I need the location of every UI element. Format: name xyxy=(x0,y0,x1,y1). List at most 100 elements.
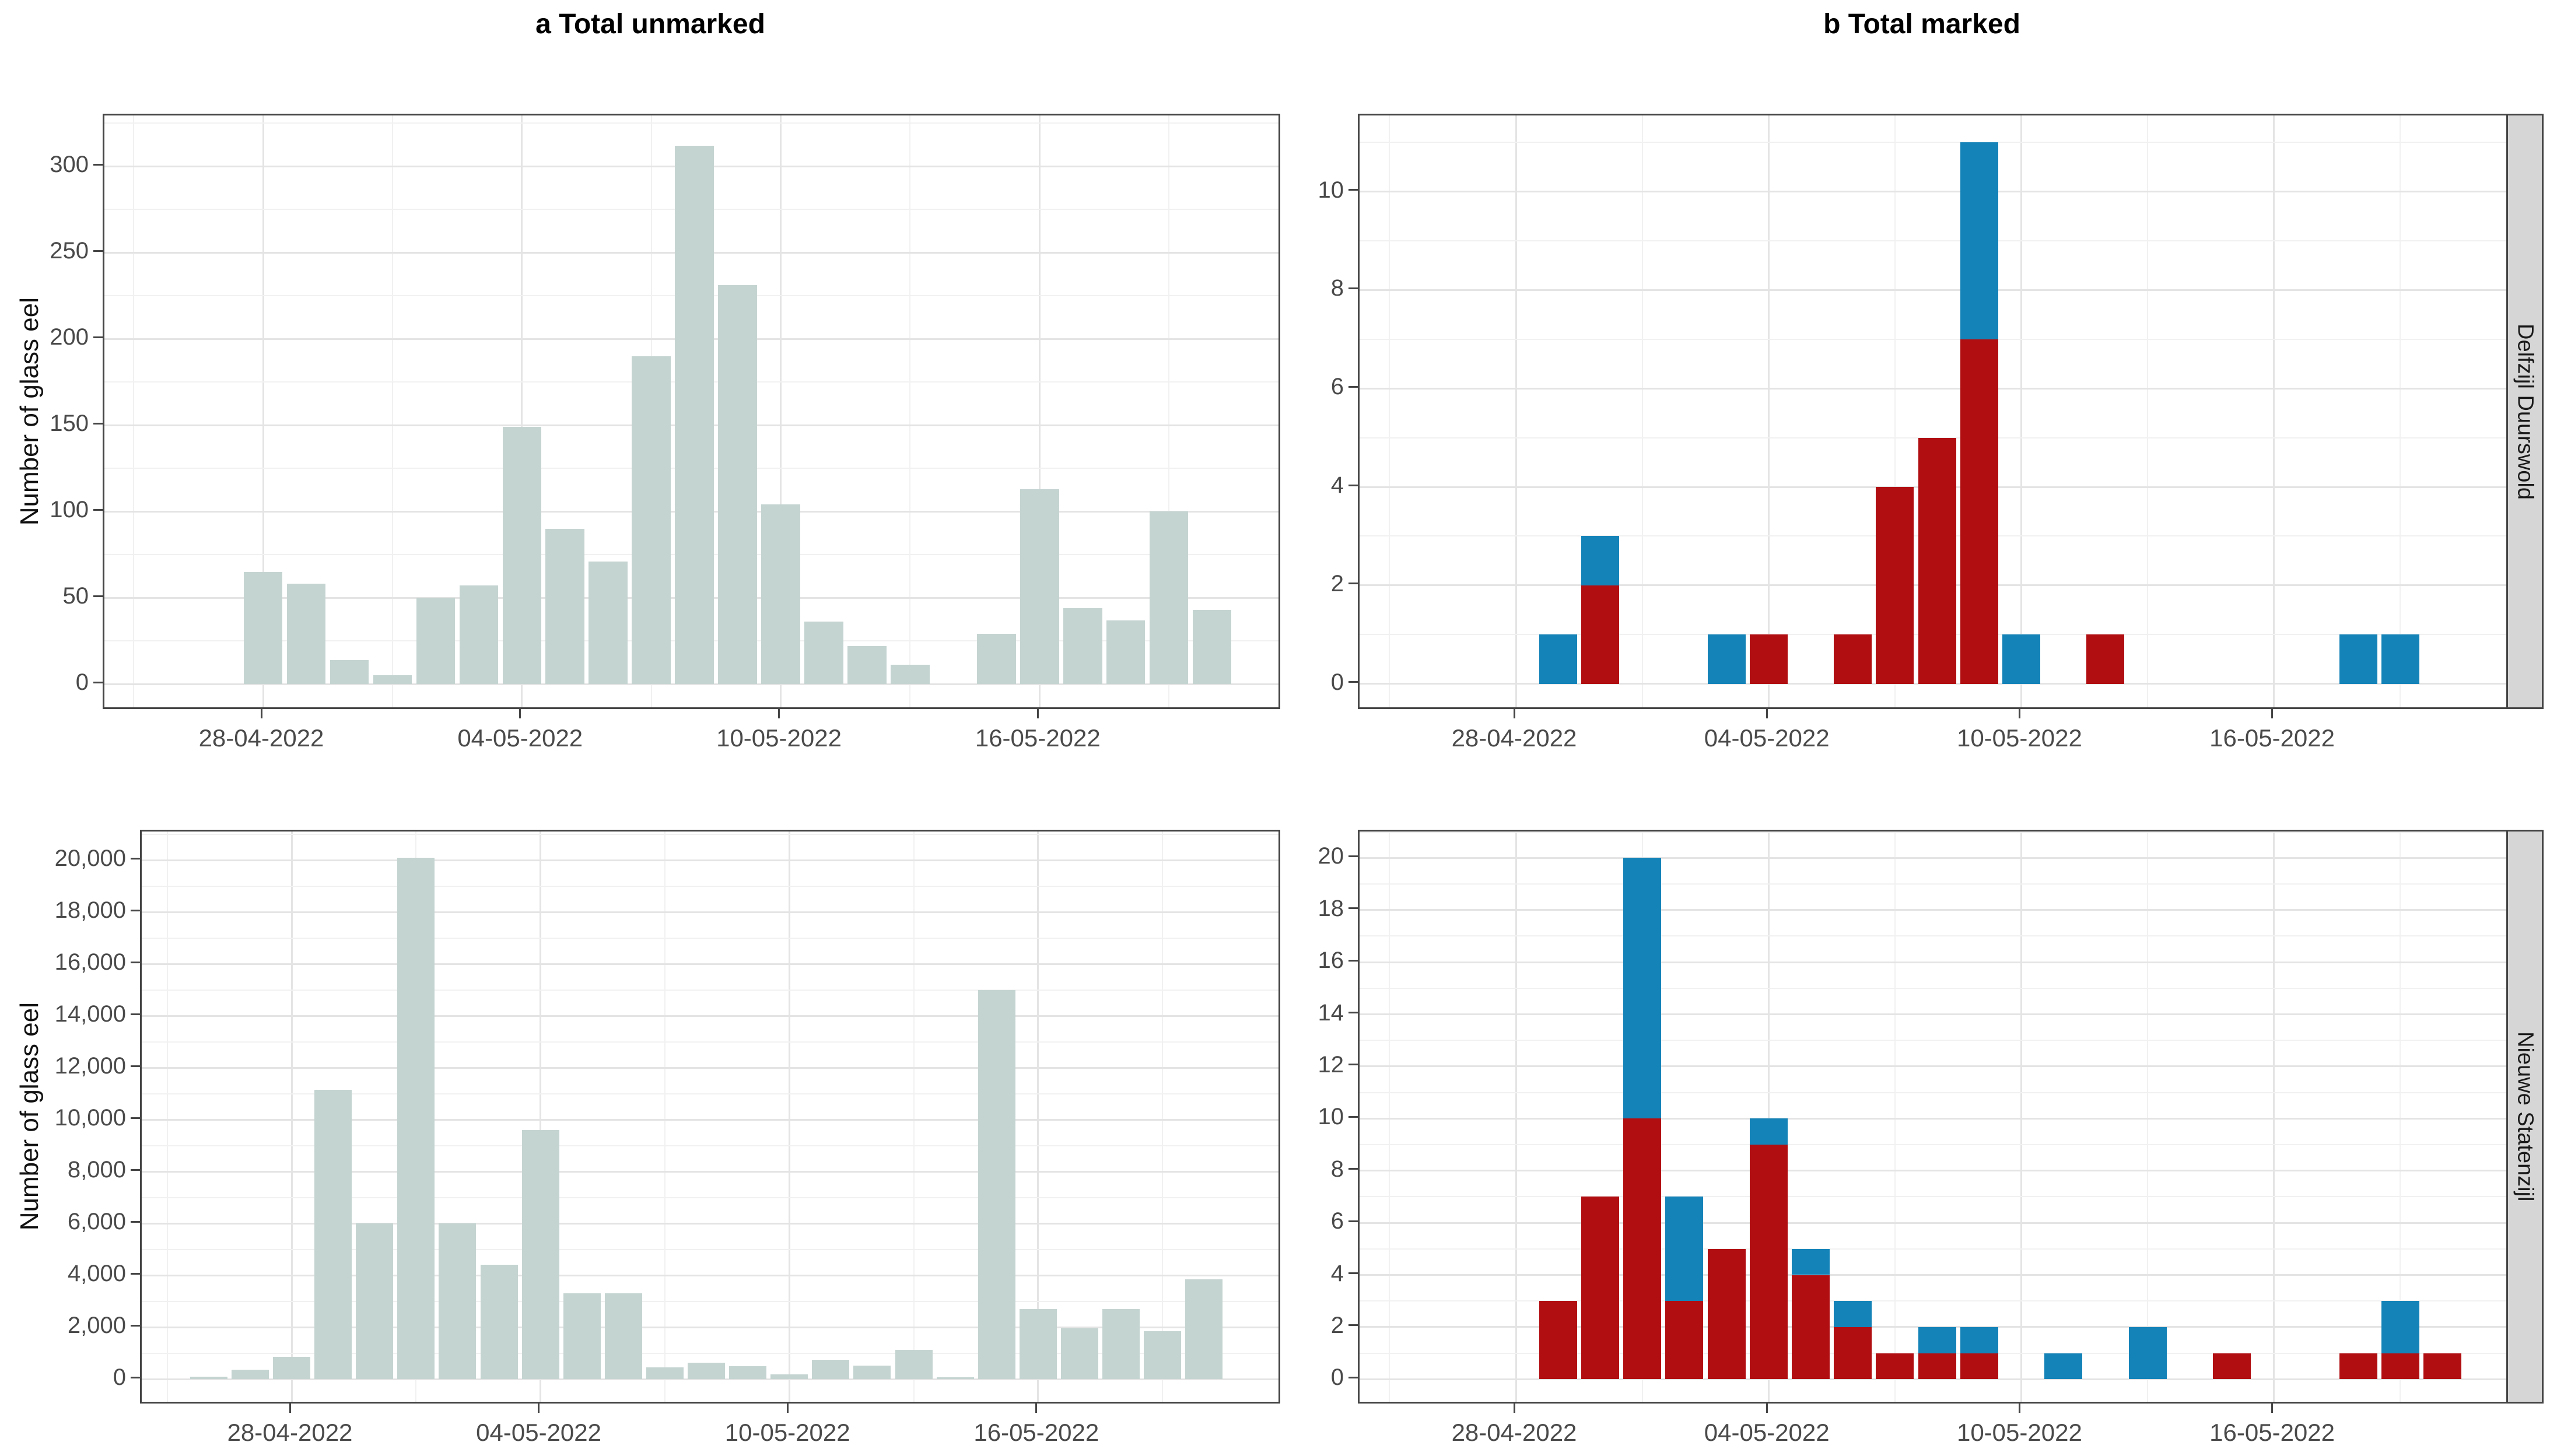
bar-unmarked xyxy=(1185,1279,1223,1379)
bar-segment-blue xyxy=(1960,142,1998,339)
gridline-major-y xyxy=(1360,1013,2506,1015)
x-tick-label: 04-05-2022 xyxy=(1704,1419,1830,1446)
y-tick-label: 2,000 xyxy=(67,1313,126,1338)
gridline-major-y xyxy=(1360,1378,2506,1380)
gridline-minor-x xyxy=(1389,115,1390,707)
bar-unmarked xyxy=(1019,1308,1057,1379)
y-tick-mark xyxy=(1348,287,1358,289)
x-tick-mark xyxy=(260,709,262,718)
bar-unmarked xyxy=(190,1376,227,1379)
bar-segment-blue xyxy=(1707,634,1746,684)
gridline-major-y xyxy=(1360,683,2506,685)
y-tick-label: 10 xyxy=(1318,177,1344,203)
bar-segment-red xyxy=(1749,1145,1788,1380)
panel-title-b: b Total marked xyxy=(1823,9,2020,40)
y-tick-label: 6 xyxy=(1330,374,1344,400)
bar-segment-red xyxy=(2423,1353,2461,1380)
gridline-major-y xyxy=(1360,961,2506,963)
gridline-minor-y xyxy=(1360,1300,2506,1302)
gridline-major-y xyxy=(142,1170,1278,1173)
panel-top-right-marked xyxy=(1358,114,2508,709)
y-tick-mark xyxy=(1348,1376,1358,1378)
x-tick-label: 04-05-2022 xyxy=(457,724,583,752)
y-tick-mark xyxy=(131,1117,140,1119)
y-tick-mark xyxy=(1348,959,1358,962)
bar-unmarked xyxy=(1106,620,1146,684)
x-tick-label: 28-04-2022 xyxy=(227,1419,353,1446)
x-tick-label: 16-05-2022 xyxy=(973,1419,1099,1446)
y-tick-label: 4 xyxy=(1330,1260,1344,1286)
y-tick-mark xyxy=(1348,1220,1358,1222)
bar-segment-red xyxy=(1960,1353,1998,1380)
y-tick-label: 18,000 xyxy=(54,897,126,923)
gridline-minor-y xyxy=(142,1352,1278,1354)
gridline-minor-x xyxy=(2400,115,2401,707)
gridline-minor-x xyxy=(664,832,665,1402)
gridline-minor-y xyxy=(1360,1040,2506,1041)
bar-unmarked xyxy=(978,990,1015,1379)
gridline-major-x xyxy=(1037,832,1039,1402)
gridline-major-y xyxy=(142,1118,1278,1121)
bar-segment-red xyxy=(1876,487,1914,684)
gridline-major-x xyxy=(780,115,782,707)
gridline-major-y xyxy=(1360,1065,2506,1068)
y-tick-label: 14 xyxy=(1318,999,1344,1026)
x-tick-mark xyxy=(1036,709,1039,718)
bar-segment-red xyxy=(1876,1353,1914,1380)
gridline-minor-x xyxy=(1162,832,1164,1402)
gridline-major-y xyxy=(142,1274,1278,1276)
bar-unmarked xyxy=(936,1377,974,1379)
gridline-major-x xyxy=(1515,115,1517,707)
y-tick-label: 100 xyxy=(50,497,89,522)
bar-segment-red xyxy=(1707,1248,1746,1380)
x-tick-mark xyxy=(778,709,780,718)
y-tick-mark xyxy=(1348,1115,1358,1118)
bar-segment-blue xyxy=(1834,1301,1872,1327)
x-tick-label: 28-04-2022 xyxy=(198,724,324,752)
gridline-major-x xyxy=(2273,832,2275,1402)
bar-unmarked xyxy=(804,622,843,684)
x-tick-label: 10-05-2022 xyxy=(1956,724,2082,752)
bar-unmarked xyxy=(545,528,584,684)
bar-unmarked xyxy=(502,427,542,684)
gridline-major-y xyxy=(1360,191,2506,193)
gridline-major-x xyxy=(1767,115,1770,707)
y-tick-label: 6 xyxy=(1330,1208,1344,1234)
x-tick-label: 10-05-2022 xyxy=(1956,1419,2082,1446)
bar-segment-blue xyxy=(1539,634,1577,684)
y-tick-mark xyxy=(131,909,140,911)
gridline-minor-x xyxy=(1894,832,1896,1402)
bar-unmarked xyxy=(330,659,369,684)
gridline-major-x xyxy=(2020,832,2022,1402)
bar-unmarked xyxy=(891,665,930,684)
y-tick-mark xyxy=(131,1324,140,1327)
y-tick-label: 20 xyxy=(1318,843,1344,869)
gridline-major-y xyxy=(1360,857,2506,859)
gridline-major-x xyxy=(1038,115,1041,707)
bar-segment-red xyxy=(1918,1353,1956,1380)
y-tick-mark xyxy=(93,250,103,252)
x-tick-mark xyxy=(1513,1404,1515,1413)
y-tick-label: 8 xyxy=(1330,275,1344,301)
bar-segment-blue xyxy=(1749,1118,1788,1145)
bar-segment-red xyxy=(2381,1353,2419,1380)
bar-unmarked xyxy=(1144,1331,1182,1379)
y-tick-label: 0 xyxy=(1330,669,1344,695)
bar-unmarked xyxy=(273,1357,310,1379)
gridline-major-x xyxy=(788,832,790,1402)
bar-segment-blue xyxy=(1581,536,1619,585)
gridline-minor-x xyxy=(1894,115,1896,707)
x-tick-mark xyxy=(2271,709,2274,718)
x-tick-mark xyxy=(1035,1404,1038,1413)
x-tick-mark xyxy=(519,709,521,718)
y-tick-mark xyxy=(93,336,103,338)
gridline-minor-x xyxy=(166,832,168,1402)
x-tick-label: 16-05-2022 xyxy=(975,724,1101,752)
y-tick-label: 2 xyxy=(1330,1312,1344,1338)
gridline-major-x xyxy=(262,115,264,707)
bar-segment-red xyxy=(1665,1301,1704,1380)
x-tick-mark xyxy=(1766,709,1768,718)
y-tick-label: 150 xyxy=(50,411,89,436)
x-tick-label: 04-05-2022 xyxy=(476,1419,602,1446)
facet-strip-nieuwe-statenzijl: Nieuwe Statenzijl xyxy=(2506,830,2544,1404)
